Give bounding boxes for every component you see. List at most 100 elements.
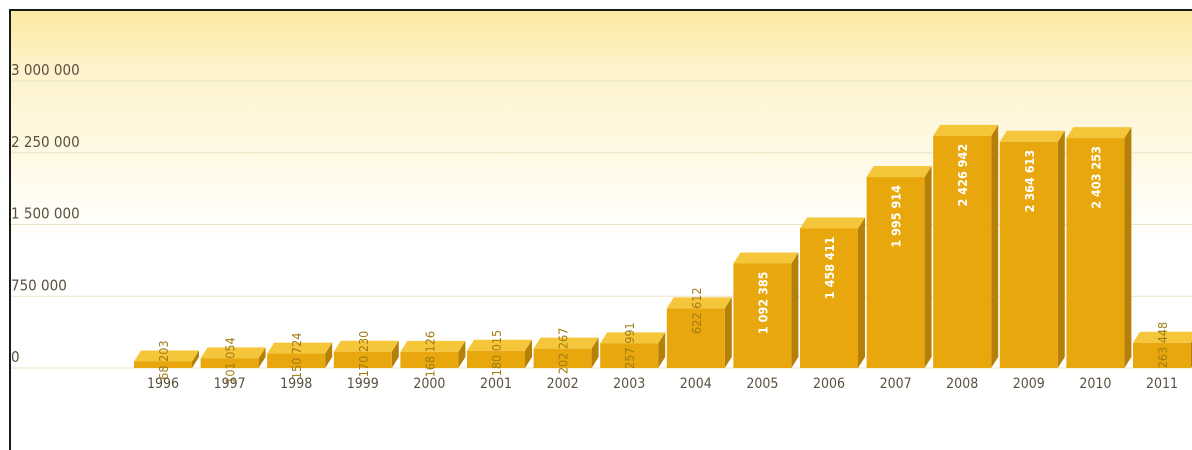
bar-2001 xyxy=(467,339,532,368)
bar-top xyxy=(533,337,599,349)
x-tick-label: 1997 xyxy=(214,376,246,392)
bar-front xyxy=(999,141,1058,368)
x-tick-label: 2010 xyxy=(1079,376,1111,392)
x-tick-label: 2007 xyxy=(880,376,912,392)
data-label: 2 426 942 xyxy=(955,144,970,207)
data-label: 150 724 xyxy=(289,333,304,380)
data-label: 2 403 253 xyxy=(1088,146,1103,209)
bar-top xyxy=(134,350,199,362)
x-tick-label: 2004 xyxy=(680,376,712,392)
x-tick-label: 1998 xyxy=(280,376,312,392)
x-tick-label: 2011 xyxy=(1146,376,1178,392)
x-tick-label: 2001 xyxy=(480,376,512,392)
data-label: 202 267 xyxy=(556,328,571,375)
x-tick-label: 2005 xyxy=(746,376,778,392)
y-tick-label: 3 000 000 xyxy=(11,61,80,79)
data-label: 1 995 914 xyxy=(889,185,904,248)
chart-frame: 0 750 000 1 500 000 2 250 000 3 000 000 68 20… xyxy=(9,9,1192,450)
bar-front xyxy=(467,350,525,368)
bar-top xyxy=(1133,331,1192,343)
data-label: 263 448 xyxy=(1155,322,1170,369)
bar-front xyxy=(800,228,858,368)
bar-front xyxy=(1133,342,1191,368)
bar-top xyxy=(933,124,999,136)
data-label: 2 364 613 xyxy=(1022,150,1037,213)
bar-top xyxy=(333,340,399,352)
data-label: 170 230 xyxy=(356,331,371,378)
bar-front xyxy=(333,351,392,368)
bar-2008 xyxy=(933,124,999,369)
bars-layer xyxy=(134,124,1192,369)
bar-front xyxy=(600,343,659,368)
x-tick-label: 2008 xyxy=(946,376,978,392)
bar-front xyxy=(267,353,326,368)
data-label: 101 054 xyxy=(223,337,238,384)
x-tick-label: 2000 xyxy=(413,376,445,392)
data-label: 168 126 xyxy=(422,331,437,378)
bar-side xyxy=(924,166,932,368)
bar-top xyxy=(666,297,732,309)
bar-top xyxy=(866,166,932,178)
y-tick-label: 750 000 xyxy=(11,276,67,294)
x-tick-label: 2006 xyxy=(813,376,845,392)
x-tick-label: 1996 xyxy=(147,376,179,392)
bar-2005 xyxy=(733,252,799,368)
bar-1999 xyxy=(333,340,399,368)
bar-top xyxy=(467,339,532,351)
bar-side xyxy=(258,347,266,368)
bar-2007 xyxy=(866,166,932,368)
bar-side xyxy=(1057,130,1065,368)
bar-side xyxy=(724,297,732,368)
bar-side xyxy=(658,332,666,368)
data-label: 257 991 xyxy=(622,322,637,369)
bar-side xyxy=(1124,127,1132,368)
bar-top xyxy=(800,217,865,229)
labels-layer: 0 750 000 1 500 000 2 250 000 3 000 000 68 20… xyxy=(11,61,1178,392)
y-tick-label: 0 xyxy=(11,348,20,366)
bar-1998 xyxy=(267,342,333,368)
bar-2004 xyxy=(666,297,732,368)
bar-front xyxy=(933,135,992,368)
bar-side xyxy=(391,340,399,368)
data-label: 1 458 411 xyxy=(822,236,837,299)
bar-1996 xyxy=(134,350,199,368)
bar-side xyxy=(458,340,466,368)
bar-front xyxy=(134,361,192,368)
bar-2009 xyxy=(999,130,1065,368)
bar-2002 xyxy=(533,337,599,368)
y-tick-label: 1 500 000 xyxy=(11,205,80,223)
x-tick-label: 1999 xyxy=(347,376,379,392)
bar-side xyxy=(525,339,532,368)
bar-top xyxy=(267,342,333,354)
bar-top xyxy=(733,252,799,264)
bar-front xyxy=(200,358,259,368)
x-tick-label: 2003 xyxy=(613,376,645,392)
x-tick-label: 2002 xyxy=(547,376,579,392)
bar-front xyxy=(400,351,459,368)
bar-front xyxy=(666,308,725,368)
x-tick-label: 2009 xyxy=(1013,376,1045,392)
bar-top xyxy=(400,340,466,352)
bar-front xyxy=(533,348,592,368)
bar-front xyxy=(1066,138,1125,368)
bar-top xyxy=(1066,127,1132,139)
data-label: 68 203 xyxy=(156,340,171,379)
bar-top xyxy=(600,332,666,344)
bar-side xyxy=(192,350,199,368)
bar-side xyxy=(791,252,799,368)
chart-plot: 0 750 000 1 500 000 2 250 000 3 000 000 68 20… xyxy=(11,61,1192,392)
bar-front xyxy=(733,263,792,368)
bar-2010 xyxy=(1066,127,1132,368)
data-label: 1 092 385 xyxy=(755,271,770,334)
bar-1997 xyxy=(200,347,266,368)
y-tick-label: 2 250 000 xyxy=(11,133,80,151)
bar-2000 xyxy=(400,340,466,368)
data-label: 180 015 xyxy=(489,330,504,377)
bar-front xyxy=(866,177,925,368)
bar-side xyxy=(858,217,865,368)
bar-side xyxy=(591,337,599,368)
bar-2006 xyxy=(800,217,865,368)
bar-2003 xyxy=(600,332,666,368)
data-label: 622 612 xyxy=(689,287,704,334)
bar-top xyxy=(200,347,266,359)
